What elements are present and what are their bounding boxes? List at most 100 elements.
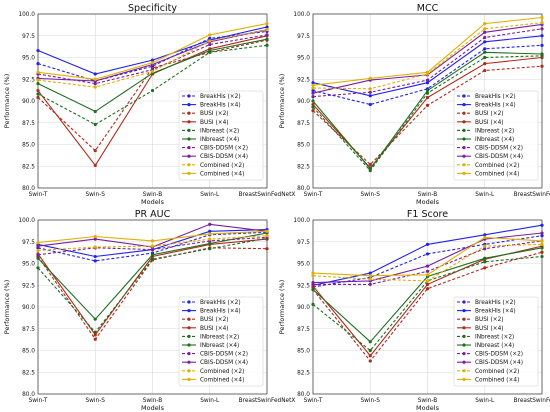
legend-marker <box>462 369 466 373</box>
data-point <box>540 250 544 254</box>
data-point <box>425 269 430 273</box>
chart-panel-1: Specificity 80.0 82.5 85.0 87.5 90.0 92.5 95.0 9… <box>3 3 295 206</box>
series-line <box>312 243 543 282</box>
legend-marker <box>462 111 466 115</box>
legend-label: BreakHis (×2) <box>475 94 516 100</box>
y-tick-label: 87.5 <box>22 121 35 127</box>
data-point <box>36 61 40 66</box>
data-point <box>368 87 372 91</box>
y-tick-label: 90.0 <box>297 305 310 311</box>
data-point <box>483 47 487 51</box>
x-tick-label: Swin-T <box>29 192 48 198</box>
data-point <box>208 247 212 251</box>
legend-marker <box>462 377 466 381</box>
legend-label: INbreast (×4) <box>475 137 514 143</box>
data-point <box>265 33 269 37</box>
x-axis-label: Models <box>141 198 165 206</box>
data-point <box>425 78 430 82</box>
y-tick-label: 92.5 <box>297 283 310 289</box>
series-line <box>37 237 268 334</box>
data-point <box>36 248 40 253</box>
legend-label: CBIS-DDSM (×4) <box>200 154 248 160</box>
y-tick-label: 90.0 <box>297 99 310 105</box>
y-tick-label: 80.0 <box>297 186 310 192</box>
y-tick-label: 92.5 <box>22 77 35 83</box>
x-tick-label: Swin-B <box>418 398 438 404</box>
legend-marker <box>187 163 191 167</box>
legend-marker <box>462 352 466 356</box>
data-point <box>311 86 315 90</box>
data-point <box>311 99 315 103</box>
legend-label: INbreast (×4) <box>200 137 239 143</box>
legend-marker <box>187 171 191 175</box>
data-point <box>540 254 544 259</box>
data-point <box>368 348 372 353</box>
x-tick-label: BreastSwinFedNetX <box>239 192 296 198</box>
legend-marker <box>462 317 466 321</box>
data-point <box>208 237 212 241</box>
x-tick-label: Swin-S <box>86 398 106 404</box>
data-point <box>208 33 212 37</box>
data-point <box>368 354 372 358</box>
data-point <box>311 88 315 93</box>
chart-title: MCC <box>417 3 439 14</box>
data-point <box>483 21 487 26</box>
data-point <box>150 88 155 93</box>
legend-label: BUSI (×4) <box>200 120 229 126</box>
data-point <box>265 247 269 251</box>
legend-marker <box>462 146 466 150</box>
x-tick-label: Swin-S <box>86 192 106 198</box>
data-point <box>425 252 430 256</box>
x-tick-label: BreastSwinFedNetX <box>239 398 296 404</box>
data-point <box>265 234 269 238</box>
legend-label: INbreast (×2) <box>200 334 239 340</box>
data-point <box>483 50 487 54</box>
data-point <box>483 61 487 66</box>
data-point <box>368 94 372 98</box>
legend-marker <box>187 352 191 356</box>
data-point <box>36 256 40 260</box>
y-tick-label: 80.0 <box>297 392 310 398</box>
legend-marker <box>462 326 466 330</box>
legend-label: Combined (×4) <box>200 171 244 177</box>
legend-label: BreakHis (×4) <box>475 309 516 315</box>
data-point <box>540 239 544 243</box>
data-point <box>265 21 269 26</box>
data-point <box>208 229 212 233</box>
legend-marker <box>187 334 191 338</box>
series-line <box>312 251 543 362</box>
data-point <box>368 162 372 167</box>
legend-marker <box>462 128 466 132</box>
data-point <box>540 43 544 47</box>
plot-frame <box>37 219 268 395</box>
legend-marker <box>187 154 191 158</box>
data-point <box>483 260 487 264</box>
data-point <box>425 242 430 246</box>
x-tick-label: Swin-B <box>418 192 438 198</box>
x-tick-label: Swin-L <box>475 192 495 198</box>
data-point <box>483 35 487 40</box>
data-point <box>368 277 372 281</box>
legend-label: CBIS-DDSM (×4) <box>475 154 523 160</box>
data-point <box>36 95 40 100</box>
data-point <box>93 77 97 81</box>
y-tick-label: 97.5 <box>22 240 35 246</box>
x-tick-label: Swin-L <box>475 398 495 404</box>
y-tick-label: 97.5 <box>22 34 35 40</box>
y-tick-label: 85.0 <box>22 349 35 355</box>
x-tick-label: Swin-B <box>143 398 163 404</box>
legend-marker <box>462 163 466 167</box>
data-point <box>265 25 269 29</box>
y-tick-label: 95.0 <box>297 262 310 268</box>
legend-marker <box>187 111 191 115</box>
data-point <box>425 81 430 85</box>
legend-marker <box>462 137 466 141</box>
y-tick-label: 87.5 <box>297 121 310 127</box>
data-point <box>483 235 487 239</box>
y-tick-label: 95.0 <box>22 56 35 62</box>
data-point <box>311 81 315 85</box>
legend-marker <box>187 343 191 347</box>
data-point <box>311 281 315 285</box>
data-point <box>93 245 97 249</box>
